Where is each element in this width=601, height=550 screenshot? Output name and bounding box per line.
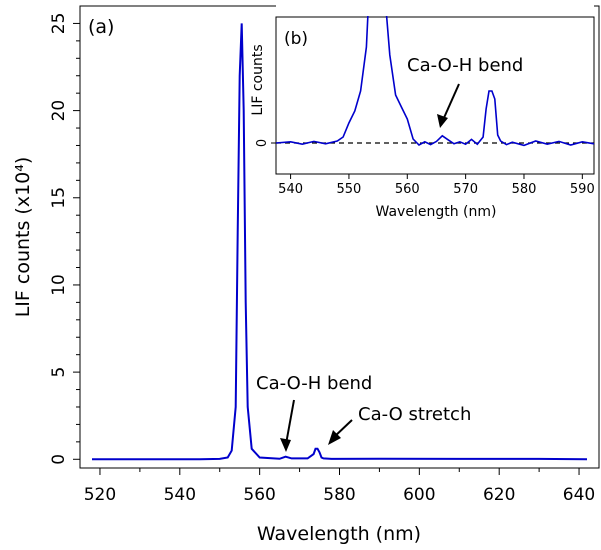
main-panel-label: (a) — [88, 16, 114, 38]
main-x-tick-label: 560 — [243, 485, 275, 505]
arrow-head-ca-o-stretch — [328, 430, 341, 445]
inset-x-tick-label: 580 — [512, 182, 537, 197]
main-x-tick-label: 620 — [483, 485, 515, 505]
main-x-tick-label: 520 — [84, 485, 116, 505]
inset-x-tick-label: 540 — [278, 182, 303, 197]
main-x-tick-label: 540 — [164, 485, 196, 505]
main-x-ticks: 520 540 560 580 600 620 640 — [84, 468, 595, 505]
main-y-tick-label: 10 — [49, 274, 69, 296]
main-y-ticks: 0 5 10 15 20 25 — [49, 13, 80, 465]
inset-x-ticks: 540 550 560 570 580 590 — [278, 174, 595, 197]
inset-arrow-head-ca-o-h-bend — [437, 114, 448, 128]
inset-x-tick-label: 570 — [453, 182, 478, 197]
main-x-tick-label: 600 — [403, 485, 435, 505]
inset-x-tick-label: 550 — [337, 182, 362, 197]
main-x-tick-label: 640 — [563, 485, 595, 505]
main-x-axis-title: Wavelength (nm) — [257, 523, 421, 545]
main-y-axis-title: LIF counts (x10⁴) — [12, 157, 34, 318]
inset-y-tick-label: 0 — [255, 139, 270, 147]
annotation-ca-o-h-bend: Ca-O-H bend — [256, 373, 372, 394]
arrow-head-ca-o-h-bend — [280, 438, 291, 452]
inset-annotation-ca-o-h-bend: Ca-O-H bend — [407, 55, 523, 76]
main-y-tick-label: 5 — [49, 367, 69, 378]
main-y-tick-label: 25 — [49, 13, 69, 35]
inset-y-ticks: 0 — [255, 139, 276, 147]
inset-plot: 540 550 560 570 580 590 0 (b) Wavelength (nm)… — [250, 0, 595, 220]
main-spectrum-line — [92, 23, 588, 461]
main-y-tick-label: 20 — [49, 100, 69, 122]
inset-x-tick-label: 590 — [570, 182, 595, 197]
inset-x-axis-title: Wavelength (nm) — [376, 204, 497, 220]
inset-arrow-ca-o-h-bend — [442, 83, 460, 121]
main-x-tick-label: 580 — [323, 485, 355, 505]
inset-x-tick-label: 560 — [395, 182, 420, 197]
arrow-ca-o-h-bend — [285, 399, 295, 445]
annotation-ca-o-stretch: Ca-O stretch — [358, 404, 471, 425]
main-y-tick-label: 15 — [49, 187, 69, 209]
inset-clip-mask — [276, 0, 594, 16]
main-y-tick-label: 0 — [49, 454, 69, 465]
inset-panel-label: (b) — [284, 29, 308, 49]
inset-plot-frame — [275, 16, 595, 175]
inset-spectrum-line — [275, 0, 595, 147]
inset-y-axis-title: LIF counts — [250, 44, 266, 115]
